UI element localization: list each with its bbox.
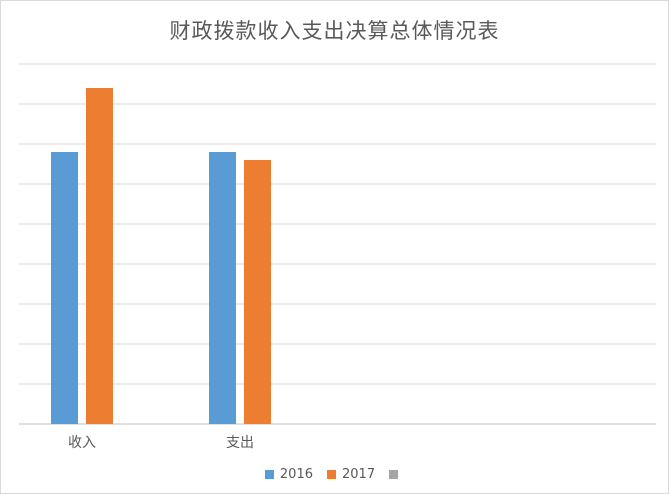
bar-chart: 收入 支出	[19, 63, 656, 451]
legend-swatch-2016	[264, 470, 274, 479]
legend-item-series3	[389, 467, 404, 482]
bar-2017-0	[86, 88, 113, 424]
legend-label-2017: 2017	[342, 467, 376, 482]
bar-2017-1	[244, 160, 271, 424]
legend-swatch-series3	[389, 470, 399, 479]
bar-2016-0	[51, 152, 78, 424]
chart-title: 财政拨款收入支出决算总体情况表	[169, 19, 500, 43]
chart-legend: 2016 2017	[1, 467, 668, 482]
legend-label-2016: 2016	[279, 467, 313, 482]
legend-item-2017: 2017	[327, 467, 375, 482]
x-tick-label: 收入	[68, 435, 96, 451]
legend-item-2016: 2016	[264, 467, 313, 482]
bar-2016-1	[209, 152, 236, 424]
x-tick-label: 支出	[226, 435, 254, 451]
legend-swatch-2017	[327, 470, 336, 479]
